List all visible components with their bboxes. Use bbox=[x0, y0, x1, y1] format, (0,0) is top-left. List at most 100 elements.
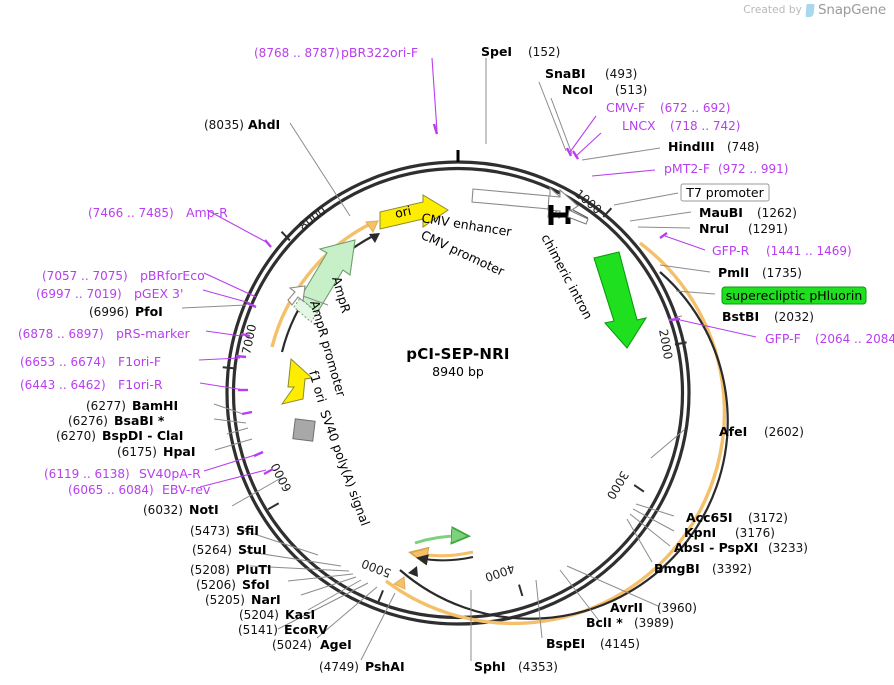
label-bmgbi-name[interactable]: BmgBI bbox=[654, 561, 700, 576]
label-ncoi-pos: (513) bbox=[615, 83, 647, 97]
label-sv40pa-r-name[interactable]: SV40pA-R bbox=[139, 466, 201, 481]
leader-avrii bbox=[566, 565, 659, 607]
ruler-tick-label: 4000 bbox=[483, 561, 516, 584]
leader-amp-r bbox=[206, 209, 269, 244]
leader-hpai bbox=[214, 438, 253, 451]
label-pgex3-range: (6997 .. 7019) bbox=[36, 287, 122, 301]
label-pbrforeco-name[interactable]: pBRforEco bbox=[140, 268, 205, 283]
label-pmt2-f-name[interactable]: pMT2-F bbox=[664, 161, 710, 176]
label-pgex3-name[interactable]: pGEX 3' bbox=[134, 286, 183, 301]
label-sfii-name[interactable]: SfiI bbox=[236, 523, 259, 538]
label-noti-name[interactable]: NotI bbox=[189, 502, 219, 517]
label-amp-r-name[interactable]: Amp-R bbox=[186, 205, 228, 220]
label-t7-promoter[interactable]: T7 promoter bbox=[680, 183, 770, 202]
label-f1ori-f-name[interactable]: F1ori-F bbox=[118, 354, 161, 369]
label-bsabi-name[interactable]: BsaBI * bbox=[114, 413, 165, 428]
label-f1ori-r-name[interactable]: F1ori-R bbox=[118, 377, 163, 392]
label-nari-name[interactable]: NarI bbox=[251, 592, 281, 607]
label-pmli-name[interactable]: PmlI bbox=[718, 265, 749, 280]
ruler-tick-label: 7000 bbox=[239, 323, 259, 356]
leader-prs-marker bbox=[205, 330, 242, 337]
feature-chimeric-intron[interactable] bbox=[548, 205, 589, 225]
label-ebv-rev-name[interactable]: EBV-rev bbox=[162, 482, 211, 497]
label-sphi-name[interactable]: SphI bbox=[474, 659, 506, 674]
leader-ncoi bbox=[550, 97, 573, 155]
label-cmv-f-name[interactable]: CMV-F bbox=[606, 100, 645, 115]
label-afei-name[interactable]: AfeI bbox=[719, 424, 747, 439]
label-bspdi-clai-pos: (6270) bbox=[56, 429, 96, 443]
label-pfoi-name[interactable]: PfoI bbox=[135, 304, 163, 319]
orf-arc-orange-ampr bbox=[270, 222, 371, 348]
label-spei-pos: (152) bbox=[528, 45, 560, 59]
label-bamhi-pos: (6277) bbox=[86, 399, 126, 413]
leader-afei bbox=[650, 429, 685, 459]
label-gfp-r-name[interactable]: GFP-R bbox=[712, 243, 750, 258]
label-kpni-pos: (3176) bbox=[735, 526, 775, 540]
label-lncx-range: (718 .. 742) bbox=[670, 119, 740, 133]
label-agei-name[interactable]: AgeI bbox=[320, 637, 352, 652]
leader-ahdi bbox=[289, 122, 351, 217]
feature-label-ampr: AmpR bbox=[329, 275, 354, 315]
label-kpni-name[interactable]: KpnI bbox=[684, 525, 716, 540]
label-ecorv-name[interactable]: EcoRV bbox=[284, 622, 328, 637]
label-gfp-f-name[interactable]: GFP-F bbox=[765, 331, 801, 346]
label-snabi-pos: (493) bbox=[605, 67, 637, 81]
ruler-tick-label: 3000 bbox=[604, 468, 632, 501]
label-nrui-name[interactable]: NruI bbox=[699, 221, 729, 236]
label-absi-pspxi-name[interactable]: AbsI - PspXI bbox=[674, 540, 758, 555]
label-acc65i-name[interactable]: Acc65I bbox=[686, 510, 733, 525]
leader-snabi bbox=[538, 81, 567, 152]
label-ahdi-name[interactable]: AhdI bbox=[248, 117, 280, 132]
label-superecliptic-phluorin-text: superecliptic pHluorin bbox=[726, 288, 863, 303]
leader-pfoi bbox=[181, 304, 247, 309]
label-hpai-name[interactable]: HpaI bbox=[163, 444, 196, 459]
label-pfoi-pos: (6996) bbox=[89, 305, 129, 319]
feature-superecliptic-phluorin[interactable] bbox=[593, 251, 648, 349]
feature-f1-ori[interactable]: f1 ori bbox=[280, 357, 330, 405]
label-ecorv-pos: (5141) bbox=[238, 623, 278, 637]
leader-nari bbox=[300, 576, 357, 596]
feature-ori[interactable]: ori bbox=[379, 194, 449, 230]
leader-sfoi bbox=[287, 573, 354, 582]
orf-arrow-dark-small bbox=[416, 554, 474, 566]
label-pbr322ori-f-name[interactable]: pBR322ori-F bbox=[341, 45, 418, 60]
label-ncoi-name[interactable]: NcoI bbox=[562, 82, 593, 97]
leader-ebv-rev bbox=[199, 469, 267, 488]
label-spei-name[interactable]: SpeI bbox=[481, 44, 512, 59]
label-bsabi-pos: (6276) bbox=[68, 414, 108, 428]
label-kasi-name[interactable]: KasI bbox=[285, 607, 315, 622]
leader-sfii bbox=[238, 528, 319, 556]
label-pshai-name[interactable]: PshAI bbox=[365, 659, 405, 674]
label-pluti-name[interactable]: PluTI bbox=[236, 562, 272, 577]
leader-agei bbox=[316, 586, 378, 639]
label-prs-marker-name[interactable]: pRS-marker bbox=[116, 326, 191, 341]
label-afei-pos: (2602) bbox=[764, 425, 804, 439]
label-avrii-name[interactable]: AvrII bbox=[610, 600, 643, 615]
leader-noti bbox=[231, 477, 282, 507]
leader-supereclipic bbox=[675, 290, 716, 295]
label-group-top: (8768 .. 8787) pBR322ori-F SpeI (152) Sn… bbox=[204, 44, 894, 346]
leader-bspdi-clai bbox=[226, 427, 249, 435]
snapgene-watermark: Created by SnapGene bbox=[743, 2, 886, 18]
label-bamhi-name[interactable]: BamHI bbox=[132, 398, 178, 413]
orf-arc-dark bbox=[399, 271, 729, 620]
watermark-brand: SnapGene bbox=[818, 2, 886, 18]
label-snabi-name[interactable]: SnaBI bbox=[545, 66, 586, 81]
feature-sv40-polya[interactable]: SV40 poly(A) signal bbox=[292, 408, 373, 528]
feature-label-chimeric-intron: chimeric intron bbox=[538, 231, 596, 321]
label-bspdi-clai-name[interactable]: BspDI - ClaI bbox=[102, 428, 183, 443]
label-lncx-name[interactable]: LNCX bbox=[622, 118, 656, 133]
label-sfoi-name[interactable]: SfoI bbox=[242, 577, 270, 592]
label-bstbi-name[interactable]: BstBI bbox=[722, 309, 759, 324]
leader-f1ori-r bbox=[199, 382, 245, 391]
leader-f1ori-f bbox=[198, 357, 241, 361]
label-hindiii-name[interactable]: HindIII bbox=[668, 139, 715, 154]
label-stui-name[interactable]: StuI bbox=[238, 542, 267, 557]
label-maubi-name[interactable]: MauBI bbox=[699, 205, 743, 220]
label-stui-pos: (5264) bbox=[192, 543, 232, 557]
label-cmv-f-range: (672 .. 692) bbox=[660, 101, 730, 115]
label-bcli-name[interactable]: BclI * bbox=[586, 615, 623, 630]
label-bspei-name[interactable]: BspEI bbox=[546, 636, 585, 651]
label-sfii-pos: (5473) bbox=[190, 524, 230, 538]
label-superecliptic-phluorin[interactable]: superecliptic pHluorin bbox=[721, 286, 867, 305]
